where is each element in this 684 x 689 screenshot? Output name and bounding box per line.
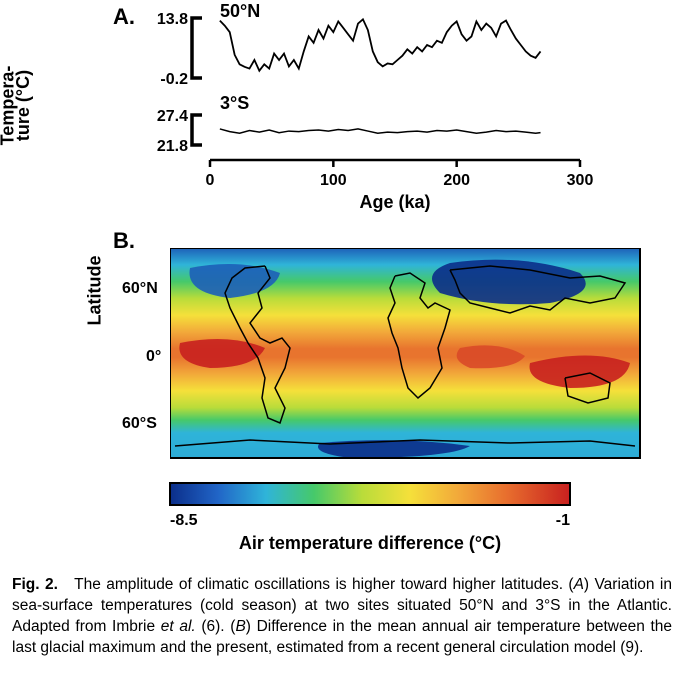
panel-a-chart: 13.8 -0.2 50°N 27.4 21.8 3°S 0 100 200 300 Age (ka… [90,0,610,215]
panel-a-ylabel-container: Tempera- ture (°C) [10,60,30,150]
caption-etal: et al. [161,618,196,635]
svg-text:27.4: 27.4 [157,108,188,125]
caption-t3: (6). ( [196,618,236,635]
svg-text:0: 0 [206,172,215,189]
caption-b: B [235,618,245,635]
panel-b-ylabel: Latitude [85,256,106,326]
panel-b-map [170,248,650,468]
svg-text:200: 200 [443,172,470,189]
panel-b-label: B. [113,228,135,254]
svg-text:Air temperature difference (°C: Air temperature difference (°C) [239,533,501,553]
colorbar: -8.5 -1 Air temperature difference (°C) [140,478,600,558]
svg-text:50°N: 50°N [220,1,260,21]
svg-text:Age (ka): Age (ka) [359,192,430,212]
lat-tick-60s: 60°S [122,415,157,433]
svg-text:21.8: 21.8 [157,138,188,155]
svg-text:-1: -1 [556,512,570,529]
panel-a-ylabel-line2: ture (°C) [13,70,33,141]
svg-text:-0.2: -0.2 [160,71,188,88]
svg-text:-8.5: -8.5 [170,512,198,529]
lat-tick-60n: 60°N [122,280,158,298]
caption-a: A [574,576,584,593]
svg-text:100: 100 [320,172,347,189]
figure-caption: Fig. 2. The amplitude of climatic oscill… [12,575,672,659]
caption-t1: The amplitude of climatic oscillations i… [74,576,573,593]
lat-tick-0: 0° [146,348,161,366]
caption-fig-label: Fig. 2. [12,576,58,593]
svg-text:300: 300 [567,172,594,189]
svg-text:3°S: 3°S [220,93,249,113]
svg-text:13.8: 13.8 [157,11,188,28]
